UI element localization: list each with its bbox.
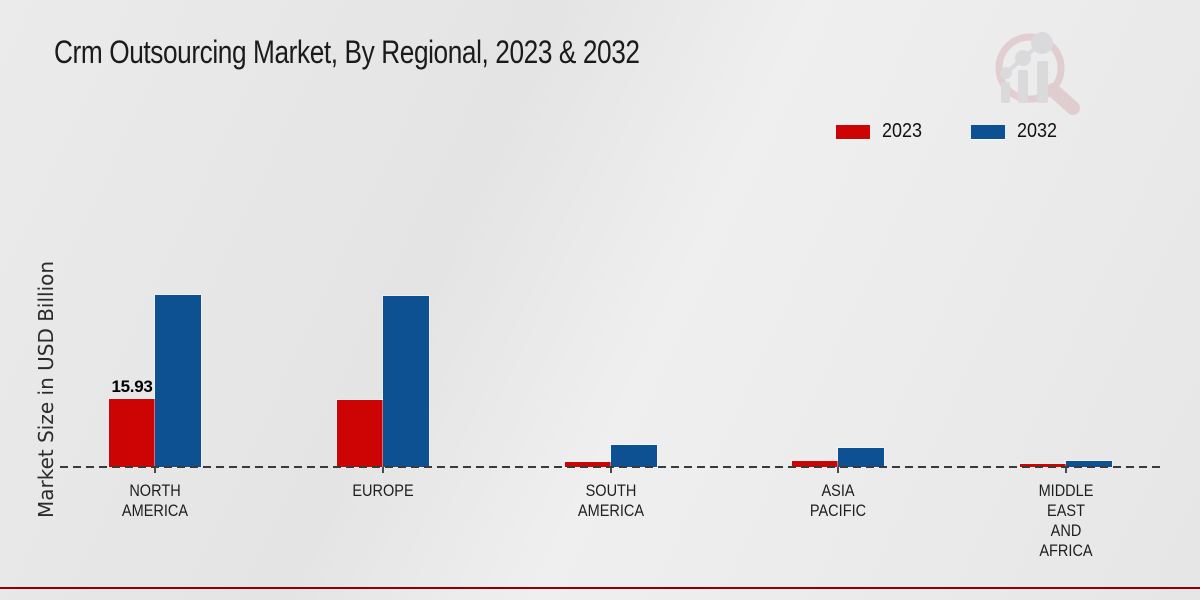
axis-tick (837, 467, 839, 473)
chart-title: Crm Outsourcing Market, By Regional, 202… (54, 34, 640, 70)
category-label-0: NORTH AMERICA (121, 482, 189, 521)
bar-2032-1 (383, 296, 429, 467)
legend-swatch-2032 (970, 124, 1005, 139)
axis-tick (1065, 467, 1067, 473)
brand-logo-watermark-icon (995, 32, 1080, 115)
x-axis-dashed-baseline (60, 466, 1160, 468)
legend-label-2023: 2023 (882, 120, 923, 142)
category-label-4: MIDDLE EAST AND AFRICA (1038, 482, 1094, 561)
axis-tick (154, 467, 156, 473)
axis-tick (382, 467, 384, 473)
footer-accent-bar (0, 587, 1200, 600)
bar-2023-0 (109, 399, 155, 467)
legend-item-2032: 2032 (970, 120, 1062, 143)
bar-2032-3 (838, 448, 884, 467)
category-label-1: EUROPE (352, 482, 414, 500)
category-label-3: ASIA PACIFIC (809, 482, 867, 521)
bar-value-label: 15.93 (111, 377, 153, 396)
bar-2023-2 (565, 462, 611, 467)
legend-label-2032: 2032 (1016, 120, 1057, 142)
axis-tick (610, 467, 612, 473)
legend-swatch-2023 (836, 124, 870, 139)
legend-item-2023: 2023 (836, 120, 927, 143)
bar-2032-4 (1066, 461, 1112, 467)
bar-2032-2 (611, 445, 657, 467)
bar-2032-0 (155, 295, 201, 467)
bar-2023-3 (792, 461, 838, 467)
bar-2023-1 (337, 400, 383, 467)
category-label-2: SOUTH AMERICA (577, 482, 645, 521)
chart-legend: 2023 2032 (836, 120, 1061, 143)
bar-2023-4 (1020, 464, 1066, 467)
